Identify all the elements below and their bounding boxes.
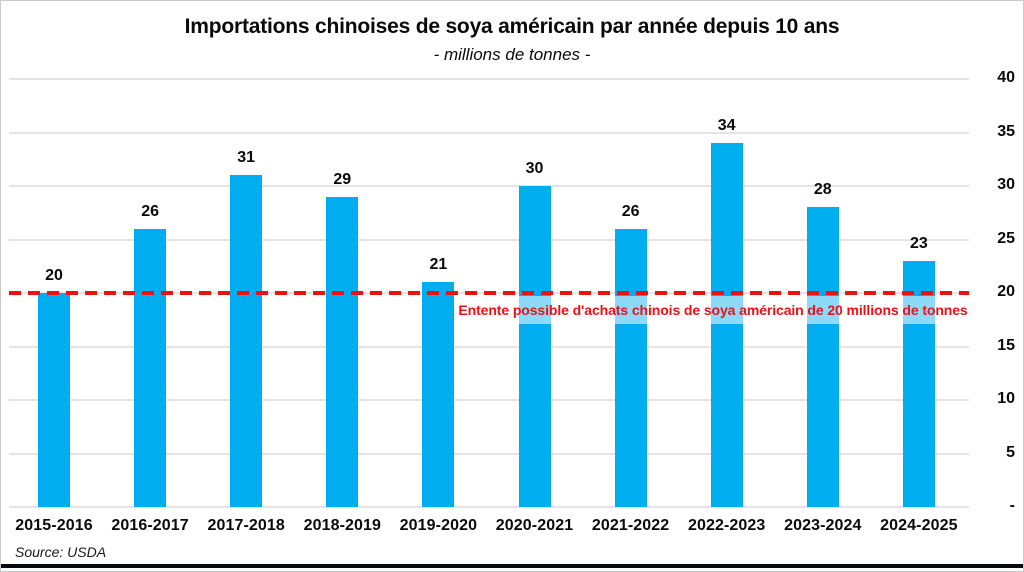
x-tick-label: 2023-2024 (784, 517, 862, 534)
x-tick-label: 2024-2025 (880, 517, 958, 534)
bar (806, 207, 839, 507)
gridline (9, 506, 969, 508)
bar-value-label: 28 (813, 181, 832, 199)
y-tick-label: 30 (997, 176, 1015, 193)
gridline (9, 399, 969, 401)
x-tick-label: 2018-2019 (303, 517, 381, 534)
y-tick-label: 5 (1006, 443, 1015, 461)
bar (710, 143, 743, 507)
y-tick-label: 35 (997, 122, 1015, 140)
reference-line (9, 291, 969, 295)
x-tick-label: 2017-2018 (207, 517, 285, 534)
x-tick-label: 2021-2022 (591, 517, 670, 534)
reference-line-label-box: Entente possible d'achats chinois de soy… (458, 296, 968, 324)
bar-value-label: 31 (237, 149, 256, 167)
reference-line-label: Entente possible d'achats chinois de soy… (458, 302, 968, 318)
gridline (9, 238, 969, 241)
bar-value-label: 21 (429, 256, 448, 274)
gridline (9, 452, 969, 455)
bar-value-label: 26 (141, 202, 159, 220)
y-tick-label: 15 (997, 336, 1015, 354)
bar (422, 282, 455, 507)
bar-value-label: 30 (525, 160, 544, 177)
gridline (9, 131, 969, 134)
bar (134, 228, 167, 507)
bottom-border-rule (1, 564, 1023, 568)
x-tick-label: 2015-2016 (15, 517, 93, 534)
bar-value-label: 29 (333, 170, 352, 188)
bar (230, 175, 263, 507)
gridline (9, 185, 969, 187)
y-tick-label: 10 (997, 390, 1015, 407)
y-tick-label: 25 (997, 229, 1015, 247)
chart-subtitle: - millions de tonnes - (433, 45, 591, 64)
x-tick-label: 2020-2021 (495, 517, 574, 534)
x-tick-label: 2022-2023 (687, 517, 766, 534)
bar (518, 186, 551, 507)
bar-value-label: 34 (717, 117, 736, 135)
source-note: Source: USDA (15, 544, 107, 560)
gridline (9, 345, 969, 348)
bar-value-label: 23 (909, 234, 928, 252)
x-tick-label: 2019-2020 (399, 517, 478, 534)
bar-value-label: 26 (621, 202, 640, 220)
chart-title: Importations chinoises de soya américain… (184, 15, 840, 38)
gridline (9, 78, 969, 80)
bar (38, 293, 70, 507)
y-tick-label: 20 (997, 283, 1015, 300)
bar-value-label: 20 (45, 267, 63, 284)
x-tick-label: 2016-2017 (111, 517, 189, 534)
bar (326, 196, 359, 507)
y-tick-label: 40 (997, 69, 1015, 86)
bar (614, 228, 647, 507)
y-tick-label: - (1009, 497, 1015, 514)
